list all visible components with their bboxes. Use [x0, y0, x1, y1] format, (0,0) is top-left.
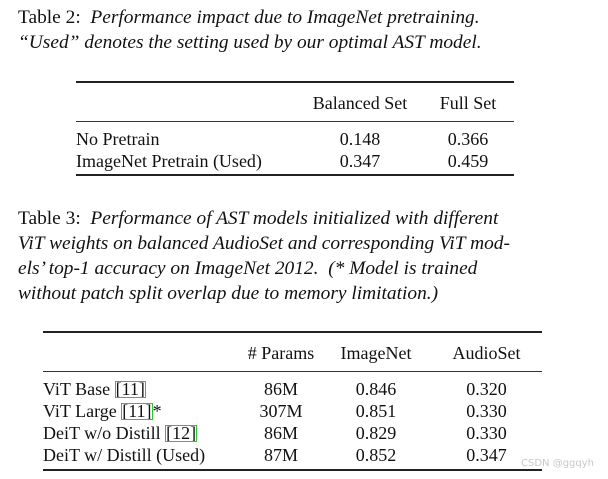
model-name: DeiT w/ Distill (Used)	[43, 444, 206, 465]
model-name-cell: DeiT w/ Distill (Used)	[43, 444, 241, 470]
table-row: ImageNet Pretrain (Used) 0.347 0.459	[76, 150, 514, 175]
table2-header-cell: Balanced Set	[312, 92, 408, 113]
citation-link[interactable]: [11]	[121, 400, 153, 421]
model-name: ViT Base	[43, 378, 111, 399]
table2-caption-line-2: “Used” denotes the setting used by our o…	[18, 30, 482, 55]
table-row: ViT Base [11] 86M 0.846 0.320	[43, 372, 542, 401]
table2-caption-label: Table 2:	[18, 7, 81, 28]
model-suffix: *	[152, 400, 162, 421]
table-cell: 86M	[263, 422, 298, 443]
table-cell: 87M	[263, 444, 298, 465]
table3-header-row: # Params ImageNet AudioSet	[43, 332, 542, 372]
table3-caption-text-3: els’ top-1 accuracy on ImageNet 2012.	[18, 258, 319, 279]
model-name-cell: ViT Large [11]*	[43, 400, 241, 422]
table3-caption: Table 3: Performance of AST models initi…	[18, 206, 510, 306]
citation-link[interactable]: [12]	[165, 422, 198, 443]
table3-header-cell	[43, 332, 241, 372]
table-cell: ImageNet Pretrain (Used)	[76, 150, 262, 171]
model-name-cell: ViT Base [11]	[43, 372, 241, 401]
table-cell: 0.330	[466, 400, 507, 421]
table-cell: 0.347	[466, 444, 507, 465]
model-name: DeiT w/o Distill	[43, 422, 161, 443]
table-cell: 307M	[259, 400, 303, 421]
table-row: ViT Large [11]* 307M 0.851 0.330	[43, 400, 542, 422]
table3-header-cell: ImageNet	[340, 342, 412, 363]
table2-header-row: Balanced Set Full Set	[76, 82, 514, 122]
table-row: No Pretrain 0.148 0.366	[76, 122, 514, 151]
table-cell: 0.459	[447, 150, 489, 171]
table3-caption-label: Table 3:	[18, 208, 81, 229]
table3-header-cell: AudioSet	[452, 342, 521, 363]
table3-caption-line-2: ViT weights on balanced AudioSet and cor…	[18, 231, 510, 256]
table3-caption-text-2: ViT weights on balanced AudioSet and cor…	[18, 233, 510, 254]
table2-caption-text-1: Performance impact due to ImageNet pretr…	[90, 7, 480, 28]
table2-caption-line-1: Table 2: Performance impact due to Image…	[18, 5, 482, 30]
table-cell: 0.829	[355, 422, 397, 443]
table3-caption-line-4: without patch split overlap due to memor…	[18, 281, 510, 306]
table3-caption-line-3: els’ top-1 accuracy on ImageNet 2012. (*…	[18, 256, 510, 281]
table3-caption-text-1: Performance of AST models initialized wi…	[90, 208, 499, 229]
table3-header-cell: # Params	[247, 342, 315, 363]
table2-caption: Table 2: Performance impact due to Image…	[18, 5, 482, 55]
table-cell: 0.148	[339, 128, 381, 149]
table-cell: 86M	[263, 378, 298, 399]
table-cell: 0.852	[355, 444, 397, 465]
model-name-cell: DeiT w/o Distill [12]	[43, 422, 241, 444]
table-cell: 0.347	[339, 150, 381, 171]
table-row: DeiT w/ Distill (Used) 87M 0.852 0.347	[43, 444, 542, 470]
table-cell: 0.330	[466, 422, 507, 443]
table2-caption-text-2: “Used” denotes the setting used by our o…	[18, 32, 482, 53]
table3: # Params ImageNet AudioSet ViT Base [11]…	[43, 331, 542, 471]
table-cell: 0.366	[447, 128, 489, 149]
table-cell: 0.320	[466, 378, 507, 399]
table-cell: No Pretrain	[76, 128, 160, 149]
citation-link[interactable]: [11]	[114, 378, 146, 399]
table2-header-cell	[76, 82, 298, 122]
model-name: ViT Large	[43, 400, 117, 421]
table3-caption-line-1: Table 3: Performance of AST models initi…	[18, 206, 510, 231]
watermark: CSDN @ggqyh	[521, 458, 594, 469]
table2-header-cell: Full Set	[439, 92, 497, 113]
table-row: DeiT w/o Distill [12] 86M 0.829 0.330	[43, 422, 542, 444]
table3-caption-text-4: without patch split overlap due to memor…	[18, 283, 439, 304]
table-cell: 0.846	[355, 378, 397, 399]
table-cell: 0.851	[355, 400, 397, 421]
table2: Balanced Set Full Set No Pretrain 0.148 …	[76, 81, 514, 176]
table3-caption-text-3b: (* Model is trained	[328, 258, 478, 279]
